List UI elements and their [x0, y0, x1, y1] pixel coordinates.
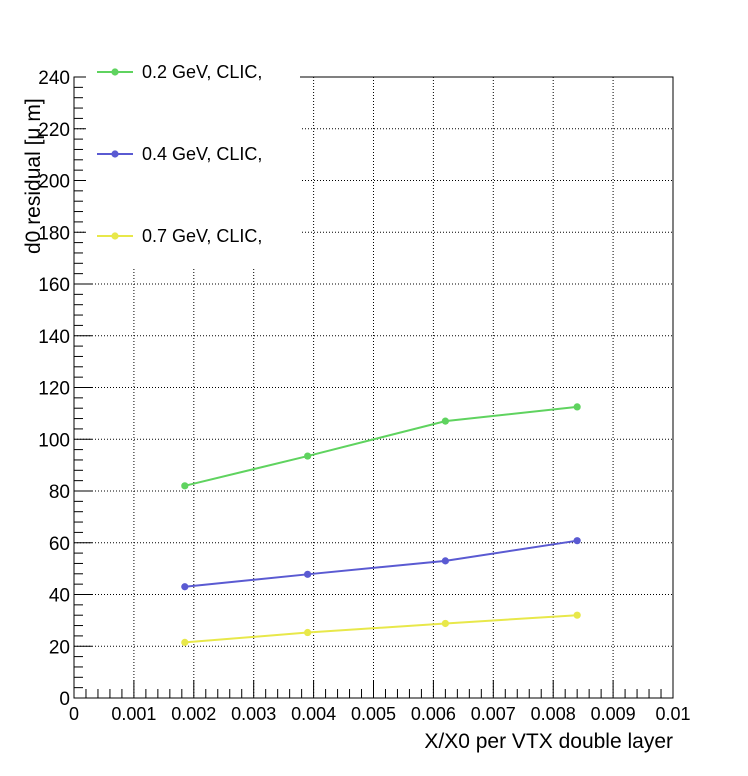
- y-tick-label: 20: [49, 637, 70, 658]
- legend-swatch-marker: [111, 150, 119, 158]
- x-tick-label: 0.005: [351, 704, 396, 724]
- y-tick-label: 180: [38, 223, 70, 244]
- y-axis-label: d0 residual [μ m]: [22, 98, 45, 254]
- data-point: [573, 403, 581, 411]
- data-point: [181, 638, 189, 646]
- y-tick-label: 40: [49, 586, 70, 607]
- series-line: [184, 614, 578, 644]
- legend-swatch-marker: [111, 68, 119, 76]
- x-tick-label: 0.002: [171, 704, 216, 724]
- x-tick-label: 0.001: [111, 704, 156, 724]
- legend-label: 0.7 GeV, CLIC,: [142, 226, 262, 246]
- data-point: [573, 537, 581, 545]
- x-tick-label: 0.003: [231, 704, 276, 724]
- data-point: [304, 628, 312, 637]
- data-point: [181, 482, 189, 490]
- legend-box: [86, 58, 300, 268]
- x-tick-label: 0.007: [471, 704, 516, 724]
- data-point: [441, 619, 449, 628]
- legend-entry: 0.4 GeV, CLIC,: [97, 144, 262, 164]
- y-tick-label: 160: [38, 275, 70, 296]
- y-tick-label: 80: [49, 482, 70, 503]
- x-tick-label: 0.009: [591, 704, 636, 724]
- legend-swatch-marker: [111, 232, 119, 240]
- legend: 0.2 GeV, CLIC, 0.4 GeV, CLIC, 0.7 GeV, CLI…: [97, 62, 262, 246]
- x-tick-label: 0.004: [291, 704, 336, 724]
- legend-label: 0.4 GeV, CLIC,: [142, 144, 262, 164]
- y-tick-label: 100: [38, 430, 70, 451]
- y-tick-label: 140: [38, 327, 70, 348]
- data-point: [441, 557, 449, 565]
- x-tick-label: 0.01: [655, 704, 690, 724]
- x-tick-label: 0.006: [411, 704, 456, 724]
- series-1: [181, 403, 581, 490]
- data-point: [304, 570, 312, 578]
- axis-ticks: [73, 76, 674, 699]
- data-point: [441, 417, 449, 425]
- x-axis-label: X/X0 per VTX double layer: [424, 730, 673, 753]
- x-tick-labels: 0 0.001 0.002 0.003 0.004 0.005 0.006 0.007 0.00…: [69, 704, 691, 724]
- y-tick-label: 60: [49, 534, 70, 555]
- y-tick-labels: 0 20 40 60 80 100 120 140 160 180 200 220 240: [38, 68, 70, 710]
- data-point: [304, 452, 312, 460]
- y-tick-label: 200: [38, 172, 70, 193]
- legend-label: 0.2 GeV, CLIC,: [142, 62, 262, 82]
- legend-entry: 0.7 GeV, CLIC,: [97, 226, 262, 246]
- y-tick-label: 0: [59, 689, 70, 710]
- data-point: [181, 583, 189, 591]
- data-point: [573, 611, 581, 619]
- legend-entry: 0.2 GeV, CLIC,: [97, 62, 262, 82]
- series-group: [181, 403, 581, 646]
- y-tick-label: 220: [38, 120, 70, 141]
- x-tick-label: 0: [69, 704, 79, 724]
- series-line: [184, 405, 578, 487]
- series-line: [184, 539, 578, 588]
- y-tick-label: 240: [38, 68, 70, 89]
- x-tick-label: 0.008: [531, 704, 576, 724]
- series-2: [181, 537, 581, 591]
- y-tick-label: 120: [38, 379, 70, 400]
- series-3: [181, 611, 581, 646]
